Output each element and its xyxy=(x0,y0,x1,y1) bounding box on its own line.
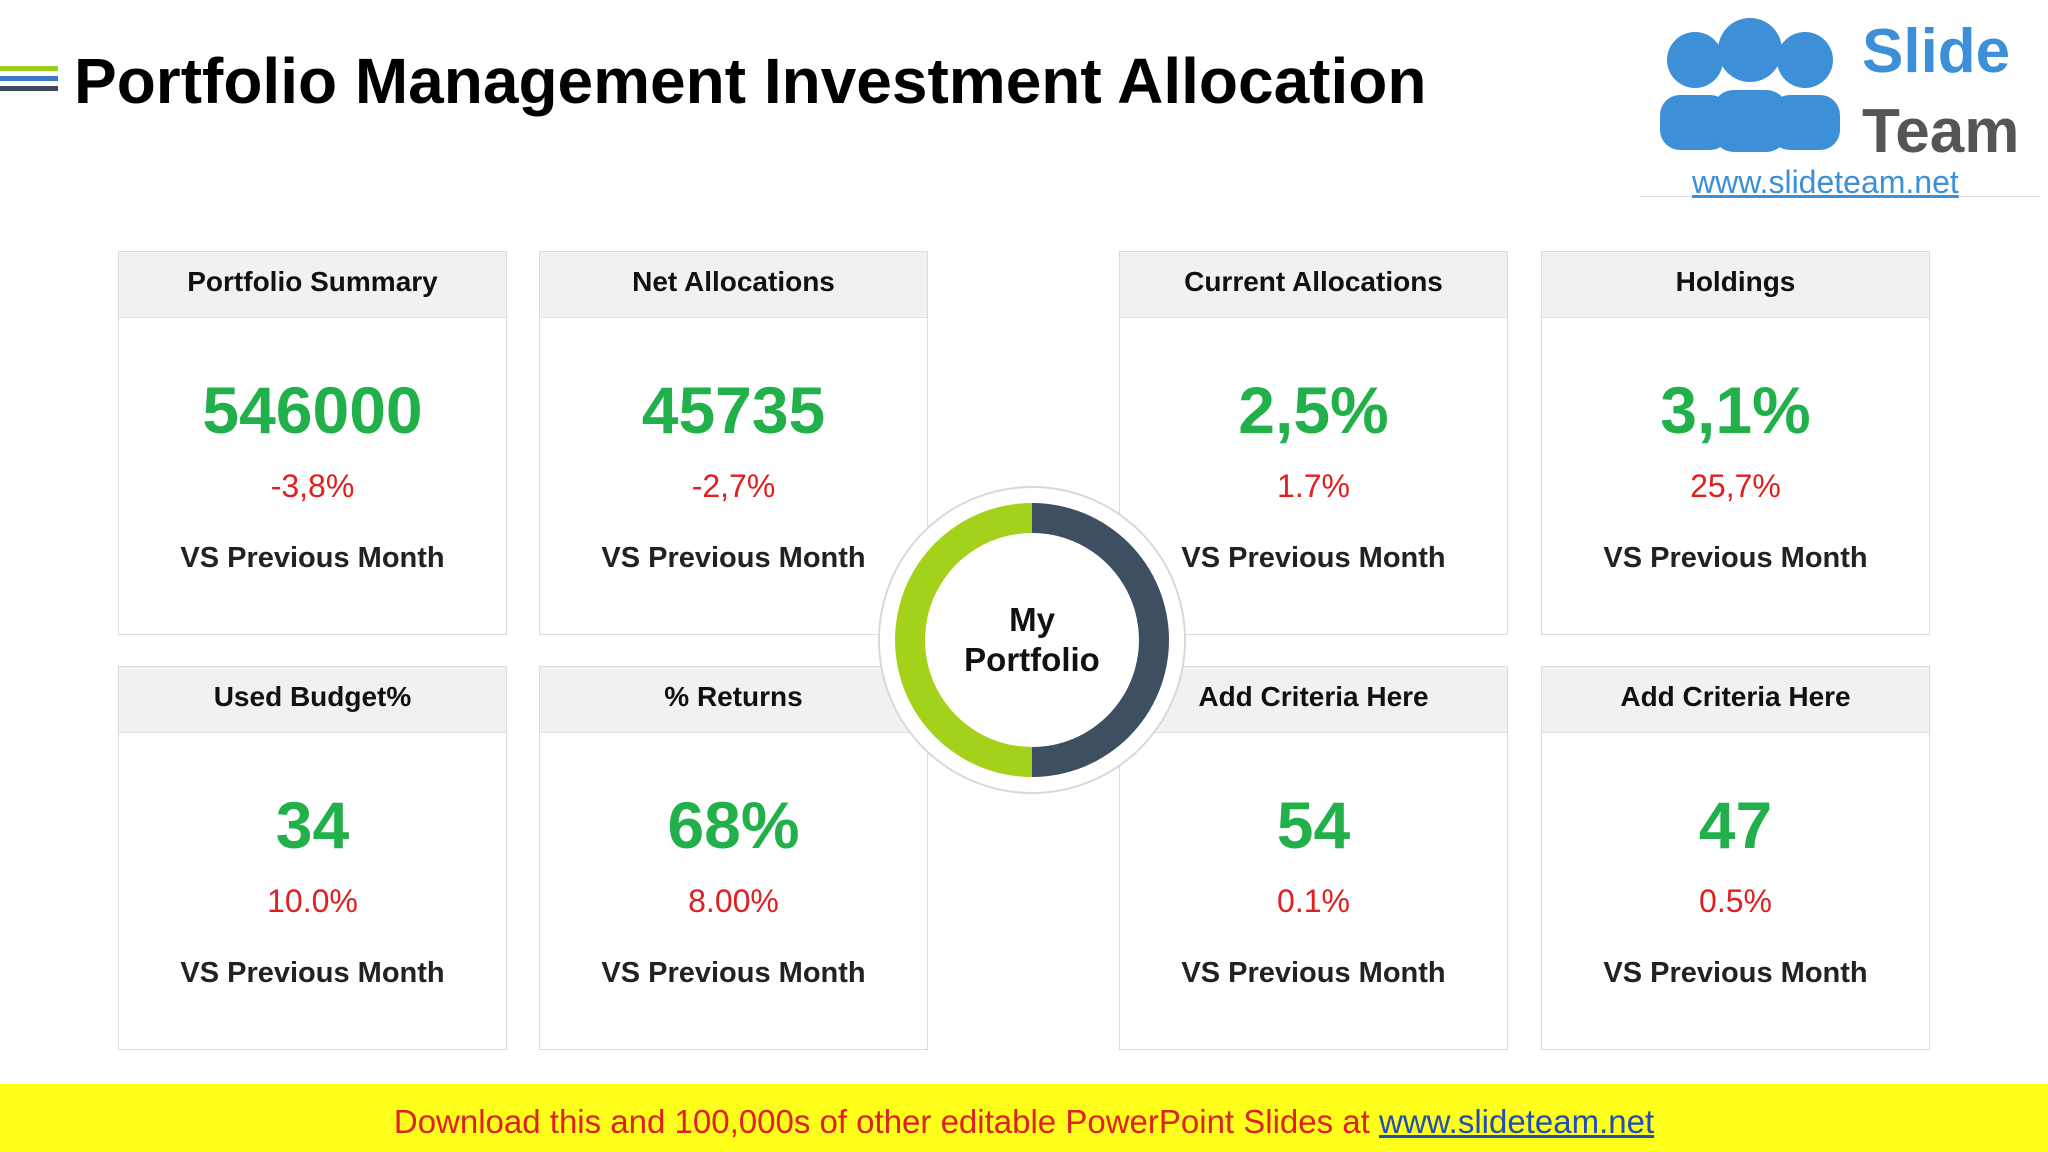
kpi-note: VS Previous Month xyxy=(1603,542,1868,574)
kpi-note: VS Previous Month xyxy=(1603,957,1868,989)
donut-half xyxy=(895,503,1032,777)
logo-url[interactable]: www.slideteam.net xyxy=(1692,164,1959,200)
kpi-card: Used Budget% 34 10.0% VS Previous Month xyxy=(118,666,507,1050)
card-title: Add Criteria Here xyxy=(1120,667,1507,733)
kpi-card: Add Criteria Here 54 0.1% VS Previous Month xyxy=(1119,666,1508,1050)
kpi-note: VS Previous Month xyxy=(180,542,445,574)
center-label: My Portfolio xyxy=(964,601,1100,678)
kpi-note: VS Previous Month xyxy=(1181,957,1446,989)
kpi-note: VS Previous Month xyxy=(601,542,866,574)
footer-text: Download this and 100,000s of other edit… xyxy=(393,1103,1370,1140)
kpi-value: 546000 xyxy=(202,373,423,447)
card-title: % Returns xyxy=(540,667,927,733)
kpi-change: 0.1% xyxy=(1277,883,1350,919)
card-title: Net Allocations xyxy=(540,252,927,318)
kpi-value: 34 xyxy=(275,788,350,862)
kpi-card: Portfolio Summary 546000 -3,8% VS Previous … xyxy=(118,251,507,635)
kpi-note: VS Previous Month xyxy=(180,957,445,989)
kpi-value: 45735 xyxy=(641,373,826,447)
kpi-card: % Returns 68% 8.00% VS Previous Month xyxy=(539,666,928,1050)
kpi-value: 2,5% xyxy=(1238,373,1389,447)
kpi-value: 68% xyxy=(667,788,800,862)
kpi-change: 8.00% xyxy=(688,883,779,919)
kpi-card: Current Allocations 2,5% 1.7% VS Previous M… xyxy=(1119,251,1508,635)
donut-half xyxy=(1032,503,1169,777)
donut xyxy=(878,486,1186,794)
kpi-change: -3,8% xyxy=(270,468,355,504)
logo-text: Slide xyxy=(1862,17,2011,86)
card-title: Portfolio Summary xyxy=(119,252,506,318)
kpi-value: 54 xyxy=(1276,788,1351,862)
kpi-card: Add Criteria Here 47 0.5% VS Previous Month xyxy=(1541,666,1930,1050)
card-title: Current Allocations xyxy=(1120,252,1507,318)
kpi-value: 47 xyxy=(1698,788,1773,862)
title: Portfolio Management Investment Allocati… xyxy=(74,45,1427,117)
kpi-value: 3,1% xyxy=(1660,373,1811,447)
card-title: Holdings xyxy=(1542,252,1929,318)
logo-icon xyxy=(1660,18,1840,152)
kpi-note: VS Previous Month xyxy=(1181,542,1446,574)
kpi-note: VS Previous Month xyxy=(601,957,866,989)
card-title: Used Budget% xyxy=(119,667,506,733)
kpi-card: Net Allocations 45735 -2,7% VS Previous Mon… xyxy=(539,251,928,635)
card-title: Add Criteria Here xyxy=(1542,667,1929,733)
kpi-change: 25,7% xyxy=(1690,468,1781,504)
footer: Download this and 100,000s of other edit… xyxy=(0,1084,2048,1152)
kpi-change: 1.7% xyxy=(1277,468,1350,504)
footer-link[interactable]: www.slideteam.net xyxy=(1379,1103,1655,1140)
logo-text: Team xyxy=(1862,97,2020,166)
accent-lines xyxy=(0,66,58,91)
kpi-change: -2,7% xyxy=(691,468,776,504)
kpi-change: 10.0% xyxy=(267,883,358,919)
kpi-card: Holdings 3,1% 25,7% VS Previous Month xyxy=(1541,251,1930,635)
logo: Slide Team www.slideteam.net xyxy=(1640,0,2040,200)
kpi-change: 0.5% xyxy=(1699,883,1772,919)
